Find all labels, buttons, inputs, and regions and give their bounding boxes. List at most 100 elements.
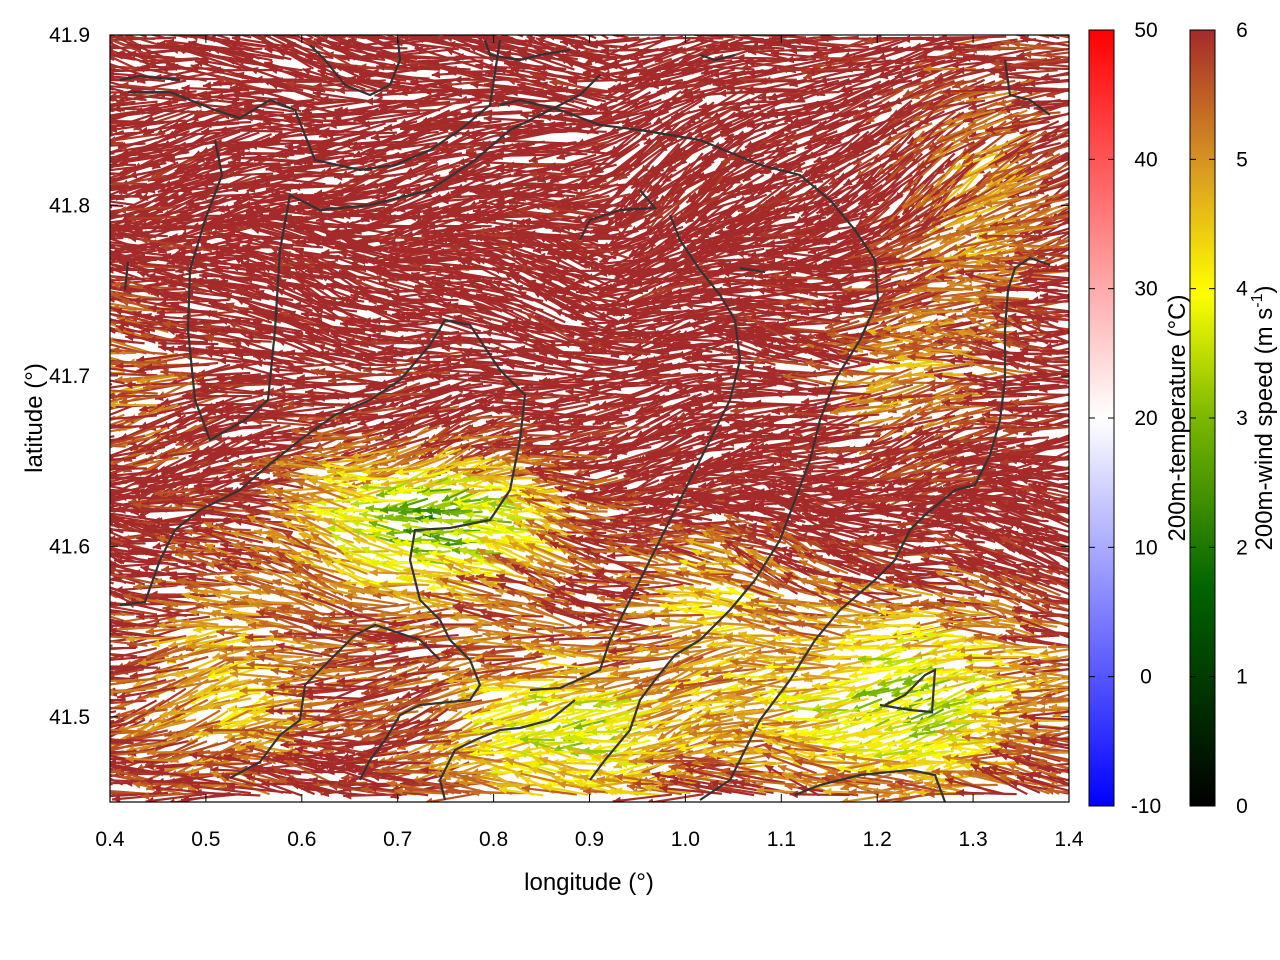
- wind-vector: [519, 54, 586, 80]
- wind-vector-head: [702, 77, 711, 86]
- wind-vector-head: [53, 71, 62, 79]
- wind-vector-head: [875, 46, 885, 55]
- wind-vector-head: [98, 256, 106, 264]
- wind-vector-head: [526, 16, 535, 24]
- wind-vector-head: [1023, 50, 1032, 59]
- wind-vector: [301, 100, 366, 113]
- wind-vector: [1034, 58, 1069, 64]
- wind-vector-head: [51, 219, 59, 227]
- wind-vector: [1020, 36, 1069, 47]
- wind-vector-head: [392, 78, 401, 87]
- wind-vector-head: [364, 97, 374, 106]
- wind-vector-head: [61, 247, 70, 254]
- wind-vector-head: [322, 35, 330, 40]
- wind-vector-head: [1031, 60, 1040, 68]
- wind-vector-head: [297, 23, 306, 30]
- wind-vector-head: [59, 277, 68, 285]
- wind-vector-head: [371, 16, 380, 23]
- wind-vector: [570, 44, 638, 61]
- wind-vector: [110, 100, 136, 106]
- wind-vector: [370, 70, 440, 83]
- wind-vector: [228, 44, 292, 61]
- wind-vector-head: [816, 104, 826, 112]
- wind-vector-head: [769, 35, 778, 44]
- wind-vector-head: [968, 102, 978, 111]
- wind-vector-head: [98, 255, 106, 263]
- wind-vector: [634, 69, 704, 90]
- wind-vector: [1024, 89, 1069, 93]
- wind-vector: [953, 100, 1007, 120]
- wind-vector-head: [57, 219, 66, 227]
- wind-vector: [214, 90, 282, 99]
- wind-vector-head: [58, 147, 67, 154]
- wind-vector: [568, 78, 638, 83]
- wind-vector: [427, 35, 494, 61]
- wind-vector: [110, 255, 115, 260]
- wind-vector: [110, 163, 137, 167]
- wind-vector-head: [991, 60, 1001, 68]
- wind-vector-head: [51, 110, 59, 118]
- wind-vector-head: [92, 44, 100, 52]
- wind-vector: [120, 83, 179, 92]
- wind-vector-head: [788, 46, 798, 55]
- wind-vector-head: [485, 54, 495, 63]
- wind-vector-head: [526, 36, 536, 44]
- wind-vector: [685, 63, 755, 71]
- wind-vector-head: [400, 35, 409, 41]
- wind-vector-head: [362, 76, 371, 85]
- wind-vector-head: [79, 222, 87, 230]
- wind-vector: [959, 79, 1016, 91]
- wind-vector-head: [68, 282, 77, 290]
- wind-vector-head: [59, 239, 67, 247]
- wind-vector-head: [993, 83, 1002, 92]
- wind-vector-head: [1016, 51, 1025, 60]
- wind-vector: [386, 78, 452, 95]
- wind-vector: [123, 35, 169, 49]
- wind-vector-head: [59, 52, 68, 60]
- wind-vector-head: [863, 61, 872, 70]
- wind-vector: [926, 99, 986, 110]
- wind-vector-head: [263, 42, 273, 50]
- wind-vector: [619, 67, 692, 82]
- wind-vector-head: [889, 45, 898, 54]
- wind-vector-head: [501, 27, 510, 35]
- wind-vector-head: [72, 13, 81, 20]
- wind-vector: [703, 298, 776, 303]
- wind-vector-head: [347, 75, 357, 84]
- wind-vector-head: [780, 90, 789, 99]
- wind-vector-head: [80, 61, 88, 69]
- wind-vector-head: [96, 62, 104, 70]
- wind-vector-head: [864, 37, 873, 45]
- wind-vector: [410, 100, 471, 109]
- wind-vector: [506, 78, 566, 93]
- wind-vector: [615, 57, 673, 79]
- wind-vector-head: [359, 70, 368, 79]
- wind-vector-head: [975, 83, 985, 91]
- wind-vector-head: [549, 79, 559, 88]
- wind-vector-head: [177, 46, 187, 55]
- wind-vector-head: [181, 84, 190, 93]
- wind-vector-head: [439, 83, 448, 91]
- wind-vector-head: [427, 35, 437, 42]
- wind-vector-head: [267, 16, 276, 23]
- wind-vector-head: [415, 35, 424, 44]
- wind-vector: [110, 236, 115, 240]
- wind-vector-head: [475, 62, 485, 71]
- wind-vector-head: [423, 87, 432, 96]
- wind-vector: [110, 131, 113, 134]
- wind-vector-head: [277, 49, 287, 58]
- wind-vector-head: [1027, 79, 1036, 88]
- wind-vector: [110, 244, 116, 249]
- wind-vector: [110, 110, 145, 118]
- wind-vector-head: [470, 81, 479, 89]
- wind-vector: [538, 72, 600, 82]
- wind-vector-head: [758, 93, 767, 102]
- wind-vector: [549, 80, 608, 93]
- wind-vector: [273, 35, 282, 39]
- wind-vector-head: [725, 84, 734, 93]
- wind-vector-head: [59, 238, 68, 245]
- wind-vector-head: [378, 103, 388, 111]
- wind-vector-head: [110, 229, 114, 238]
- wind-vector-head: [232, 35, 241, 43]
- wind-vector-head: [235, 57, 245, 66]
